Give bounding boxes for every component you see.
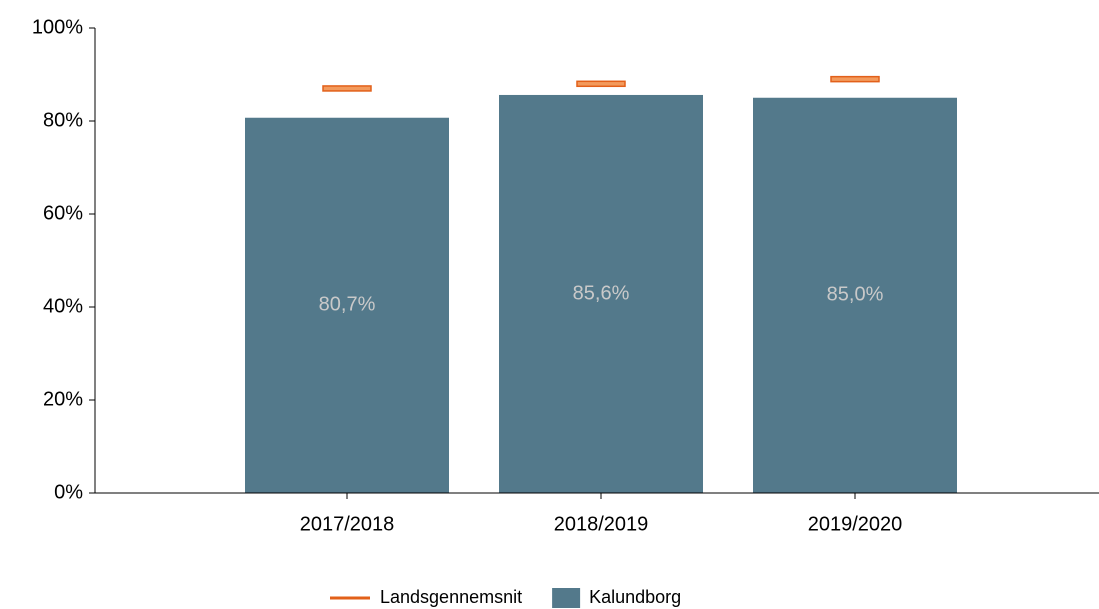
y-tick-label: 20%	[43, 388, 83, 410]
y-tick-label: 0%	[54, 481, 83, 503]
legend-swatch	[552, 588, 581, 608]
y-tick-label: 60%	[43, 202, 83, 224]
bar	[245, 117, 449, 494]
legend-label: Kalundborg	[589, 587, 681, 607]
bar	[499, 94, 703, 494]
y-tick-label: 80%	[43, 109, 83, 131]
bar	[753, 97, 957, 493]
x-tick-label: 2019/2020	[808, 513, 903, 535]
data-label: 85,6%	[573, 282, 630, 304]
y-tick-label: 100%	[32, 16, 83, 38]
average-marker	[322, 85, 372, 92]
legend-label: Landsgennemsnit	[380, 587, 522, 607]
average-marker	[576, 80, 626, 88]
x-tick-label: 2018/2019	[554, 513, 649, 535]
data-label: 85,0%	[827, 284, 884, 306]
data-label: 80,7%	[319, 294, 376, 316]
average-marker	[830, 75, 880, 83]
y-tick-label: 40%	[43, 295, 83, 317]
x-tick-label: 2017/2018	[300, 513, 395, 535]
